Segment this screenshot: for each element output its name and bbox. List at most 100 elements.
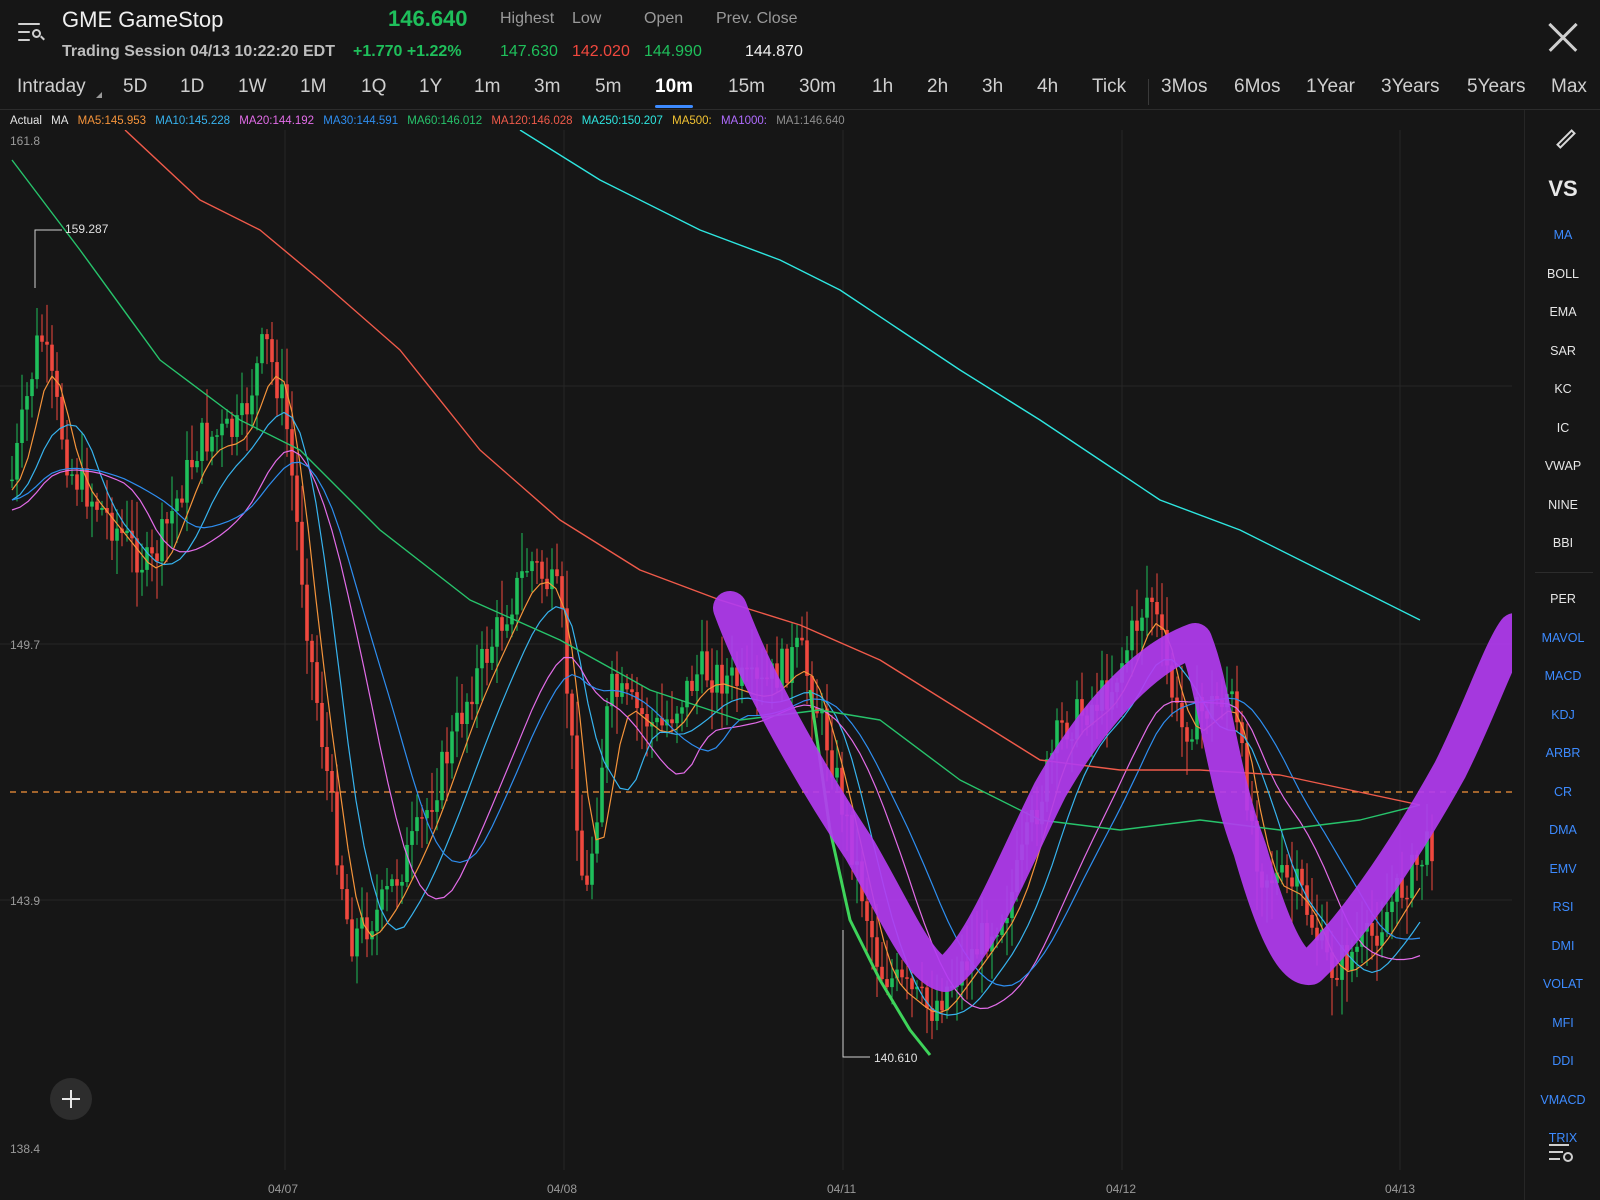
- tab-1w[interactable]: 1W: [238, 76, 267, 97]
- tab-1q[interactable]: 1Q: [361, 76, 387, 97]
- candle-body: [215, 435, 219, 437]
- indicator-kdj[interactable]: KDJ: [1551, 707, 1575, 722]
- candle-body: [1430, 831, 1434, 862]
- legend-ma5: MA5:145.953: [77, 115, 147, 127]
- candle-body: [715, 664, 719, 693]
- indicator-macd[interactable]: MACD: [1544, 669, 1582, 683]
- candle-body: [30, 379, 34, 397]
- candle-body: [355, 928, 359, 957]
- tab-10min[interactable]: 10m: [655, 76, 694, 108]
- indicator-mfi[interactable]: MFI: [1552, 1015, 1574, 1030]
- indicator-ic[interactable]: IC: [1556, 420, 1570, 435]
- indicator-cr[interactable]: CR: [1553, 784, 1573, 799]
- indicator-vwap[interactable]: VWAP: [1544, 459, 1582, 473]
- candle-body: [480, 648, 484, 669]
- candle-body: [1425, 831, 1429, 865]
- candle-body: [660, 717, 664, 726]
- indicator-per[interactable]: PER: [1550, 592, 1576, 606]
- candlestick-chart-canvas[interactable]: [0, 130, 1512, 1200]
- candle-body: [1305, 885, 1309, 915]
- candle-body: [1150, 597, 1154, 602]
- tab-2h[interactable]: 2h: [927, 76, 949, 97]
- candle-body: [635, 692, 639, 709]
- tab-3mos[interactable]: 3Mos: [1161, 76, 1208, 97]
- tab-tick[interactable]: Tick: [1092, 76, 1127, 97]
- add-drawing-button[interactable]: [50, 1078, 92, 1120]
- candle-body: [695, 674, 699, 691]
- low-label: Low: [572, 10, 602, 27]
- candle-body: [305, 584, 309, 641]
- candle-body: [1155, 601, 1159, 615]
- candle-body: [1295, 868, 1299, 887]
- candle-body: [70, 474, 74, 476]
- tab-5years[interactable]: 5Years: [1467, 76, 1526, 97]
- candle-body: [340, 865, 344, 890]
- tab-intraday[interactable]: Intraday: [17, 76, 86, 97]
- candle-body: [945, 986, 949, 1011]
- indicator-trix[interactable]: TRIX: [1548, 1131, 1578, 1145]
- legend-ma20: MA20:144.192: [239, 115, 315, 127]
- candle-body: [335, 791, 339, 866]
- candle-body: [185, 459, 189, 503]
- indicator-ddi[interactable]: DDI: [1552, 1054, 1574, 1068]
- indicator-vmacd[interactable]: VMACD: [1540, 1092, 1586, 1107]
- indicator-kc[interactable]: KC: [1554, 382, 1572, 396]
- candle-body: [350, 919, 354, 957]
- indicator-dma[interactable]: DMA: [1549, 823, 1577, 837]
- candle-body: [155, 553, 159, 562]
- candle-body: [565, 608, 569, 694]
- candle-body: [550, 569, 554, 590]
- close-icon[interactable]: [1546, 20, 1580, 54]
- candle-body: [435, 800, 439, 812]
- tab-max[interactable]: Max: [1551, 76, 1587, 97]
- indicator-rsi[interactable]: RSI: [1552, 900, 1574, 914]
- tab-3min[interactable]: 3m: [534, 76, 561, 97]
- tab-5d[interactable]: 5D: [123, 76, 148, 97]
- candle-body: [170, 511, 174, 524]
- tab-1y[interactable]: 1Y: [419, 76, 443, 97]
- price-chart[interactable]: 161.8 149.7 143.9 138.4 04/07 04/08 04/1…: [0, 130, 1512, 1200]
- indicator-mavol[interactable]: MAVOL: [1541, 630, 1585, 645]
- tab-1m[interactable]: 1M: [300, 76, 327, 97]
- indicator-arbr[interactable]: ARBR: [1545, 746, 1581, 760]
- menu-search-icon[interactable]: [18, 20, 45, 46]
- indicator-ema[interactable]: EMA: [1549, 305, 1577, 319]
- tab-30min[interactable]: 30m: [799, 76, 836, 97]
- indicator-volat[interactable]: VOLAT: [1542, 977, 1584, 991]
- indicator-bbi[interactable]: BBI: [1552, 536, 1574, 550]
- indicator-ma[interactable]: MA: [1553, 228, 1573, 242]
- tab-5min[interactable]: 5m: [595, 76, 622, 97]
- tab-1d[interactable]: 1D: [180, 76, 205, 97]
- tab-1min[interactable]: 1m: [474, 76, 501, 97]
- candle-body: [115, 528, 119, 541]
- candle-body: [1280, 865, 1284, 873]
- candle-body: [275, 362, 279, 399]
- candle-body: [865, 901, 869, 921]
- tab-6mos[interactable]: 6Mos: [1234, 76, 1281, 97]
- tab-4h[interactable]: 4h: [1037, 76, 1059, 97]
- indicator-boll[interactable]: BOLL: [1547, 266, 1579, 281]
- ma-legend[interactable]: Actual MA MA5:145.953 MA10:145.228 MA20:…: [10, 115, 851, 131]
- tab-3h[interactable]: 3h: [982, 76, 1004, 97]
- candle-body: [240, 403, 244, 416]
- indicator-emv[interactable]: EMV: [1549, 861, 1577, 876]
- candle-body: [685, 680, 689, 708]
- tab-1year[interactable]: 1Year: [1306, 76, 1355, 97]
- tab-1h[interactable]: 1h: [872, 76, 894, 97]
- candle-body: [1185, 727, 1189, 742]
- candle-body: [1230, 691, 1234, 695]
- indicator-nine[interactable]: NINE: [1548, 497, 1578, 512]
- candle-body: [935, 1000, 939, 1021]
- tab-15min[interactable]: 15m: [728, 76, 765, 97]
- compare-vs-button[interactable]: VS: [1548, 176, 1578, 201]
- pencil-icon[interactable]: [1525, 124, 1600, 154]
- candle-body: [140, 569, 144, 573]
- indicator-sar[interactable]: SAR: [1550, 343, 1576, 358]
- indicator-settings-icon[interactable]: [1545, 1140, 1585, 1170]
- candle-body: [630, 689, 634, 693]
- candle-body: [65, 439, 69, 476]
- candle-body: [1355, 946, 1359, 952]
- tab-3years[interactable]: 3Years: [1381, 76, 1440, 97]
- indicator-dmi[interactable]: DMI: [1551, 938, 1575, 953]
